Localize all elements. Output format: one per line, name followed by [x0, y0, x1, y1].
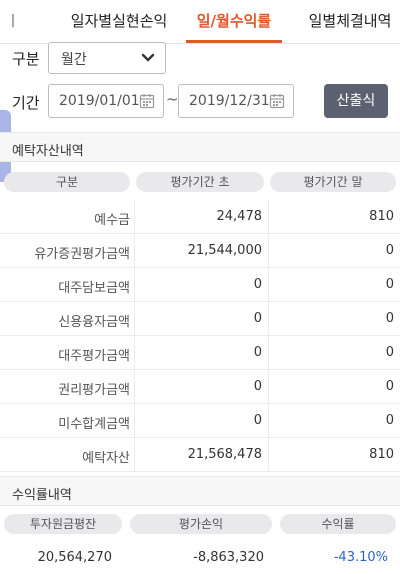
date-separator: ~	[166, 90, 179, 108]
period-end-value: 0	[268, 302, 394, 336]
chevron-down-icon	[141, 53, 155, 62]
calc-formula-button[interactable]: 산출식	[324, 84, 388, 118]
period-start-value: 0	[134, 302, 262, 336]
table-row: 유가증권평가금액 21,544,000 0	[0, 234, 400, 268]
tab-daily-monthly-return[interactable]: 일/월수익률	[196, 12, 272, 30]
calendar-icon	[269, 94, 285, 109]
tab-daily-realized-pnl[interactable]: 일자별실현손익	[70, 12, 168, 30]
end-date-field[interactable]: 2019/12/31	[178, 84, 294, 118]
start-date-value: 2019/01/01	[59, 93, 140, 109]
type-label: 구분	[12, 50, 40, 68]
calendar-icon	[139, 94, 155, 109]
table-row: 예탁자산 21,568,478 810	[0, 438, 400, 472]
table-row: 예수금 24,478 810	[0, 200, 400, 234]
asset-section-title: 예탁자산내역	[12, 144, 84, 159]
returns-section-header: 수익률내역	[0, 476, 400, 506]
returns-header-avg-principal: 투자원금평잔	[4, 514, 122, 534]
row-label: 예탁자산	[82, 451, 130, 466]
period-end-value: 810	[268, 438, 394, 472]
period-end-value: 0	[268, 404, 394, 438]
period-label: 기간	[12, 94, 40, 112]
asset-header-period-start: 평가기간 초	[136, 172, 264, 192]
asset-header-category: 구분	[4, 172, 130, 192]
table-row: 대주담보금액 0 0	[0, 268, 400, 302]
row-label: 권리평가금액	[58, 383, 130, 398]
tab-partial[interactable]: ㅣ	[6, 12, 20, 30]
returns-section-title: 수익률내역	[12, 488, 72, 503]
return-rate-value: -43.10%	[333, 550, 388, 565]
start-date-field[interactable]: 2019/01/01	[48, 84, 164, 118]
period-start-value: 0	[134, 404, 262, 438]
period-start-value: 24,478	[134, 200, 262, 234]
tab-daily-executions[interactable]: 일별체결내역	[308, 12, 392, 30]
row-label: 대주평가금액	[58, 349, 130, 364]
period-start-value: 0	[134, 268, 262, 302]
asset-section-header: 예탁자산내역	[0, 132, 400, 162]
end-date-value: 2019/12/31	[189, 93, 270, 109]
eval-pnl-value: -8,863,320	[193, 550, 264, 565]
period-end-value: 0	[268, 268, 394, 302]
row-label: 미수합계금액	[58, 417, 130, 432]
table-row: 미수합계금액 0 0	[0, 404, 400, 438]
avg-principal-value: 20,564,270	[37, 550, 112, 565]
returns-header-return-rate: 수익률	[280, 514, 396, 534]
asset-header-period-end: 평가기간 말	[270, 172, 396, 192]
period-start-value: 21,544,000	[134, 234, 262, 268]
period-type-select[interactable]: 월간	[48, 42, 166, 74]
period-type-value: 월간	[61, 52, 87, 68]
table-row: 신용융자금액 0 0	[0, 302, 400, 336]
period-end-value: 0	[268, 336, 394, 370]
period-end-value: 810	[268, 200, 394, 234]
table-row: 대주평가금액 0 0	[0, 336, 400, 370]
row-label: 대주담보금액	[58, 281, 130, 296]
period-end-value: 0	[268, 234, 394, 268]
returns-header-eval-pnl: 평가손익	[130, 514, 272, 534]
active-tab-indicator	[186, 40, 282, 43]
top-tab-bar: ㅣ 일자별실현손익 일/월수익률 일별체결내역	[0, 0, 400, 44]
period-start-value: 0	[134, 336, 262, 370]
period-start-value: 0	[134, 370, 262, 404]
returns-row: 20,564,270 -8,863,320 -43.10%	[0, 542, 400, 574]
row-label: 유가증권평가금액	[34, 247, 130, 262]
period-start-value: 21,568,478	[134, 438, 262, 472]
row-label: 예수금	[94, 213, 130, 228]
period-end-value: 0	[268, 370, 394, 404]
row-label: 신용융자금액	[58, 315, 130, 330]
table-row: 권리평가금액 0 0	[0, 370, 400, 404]
